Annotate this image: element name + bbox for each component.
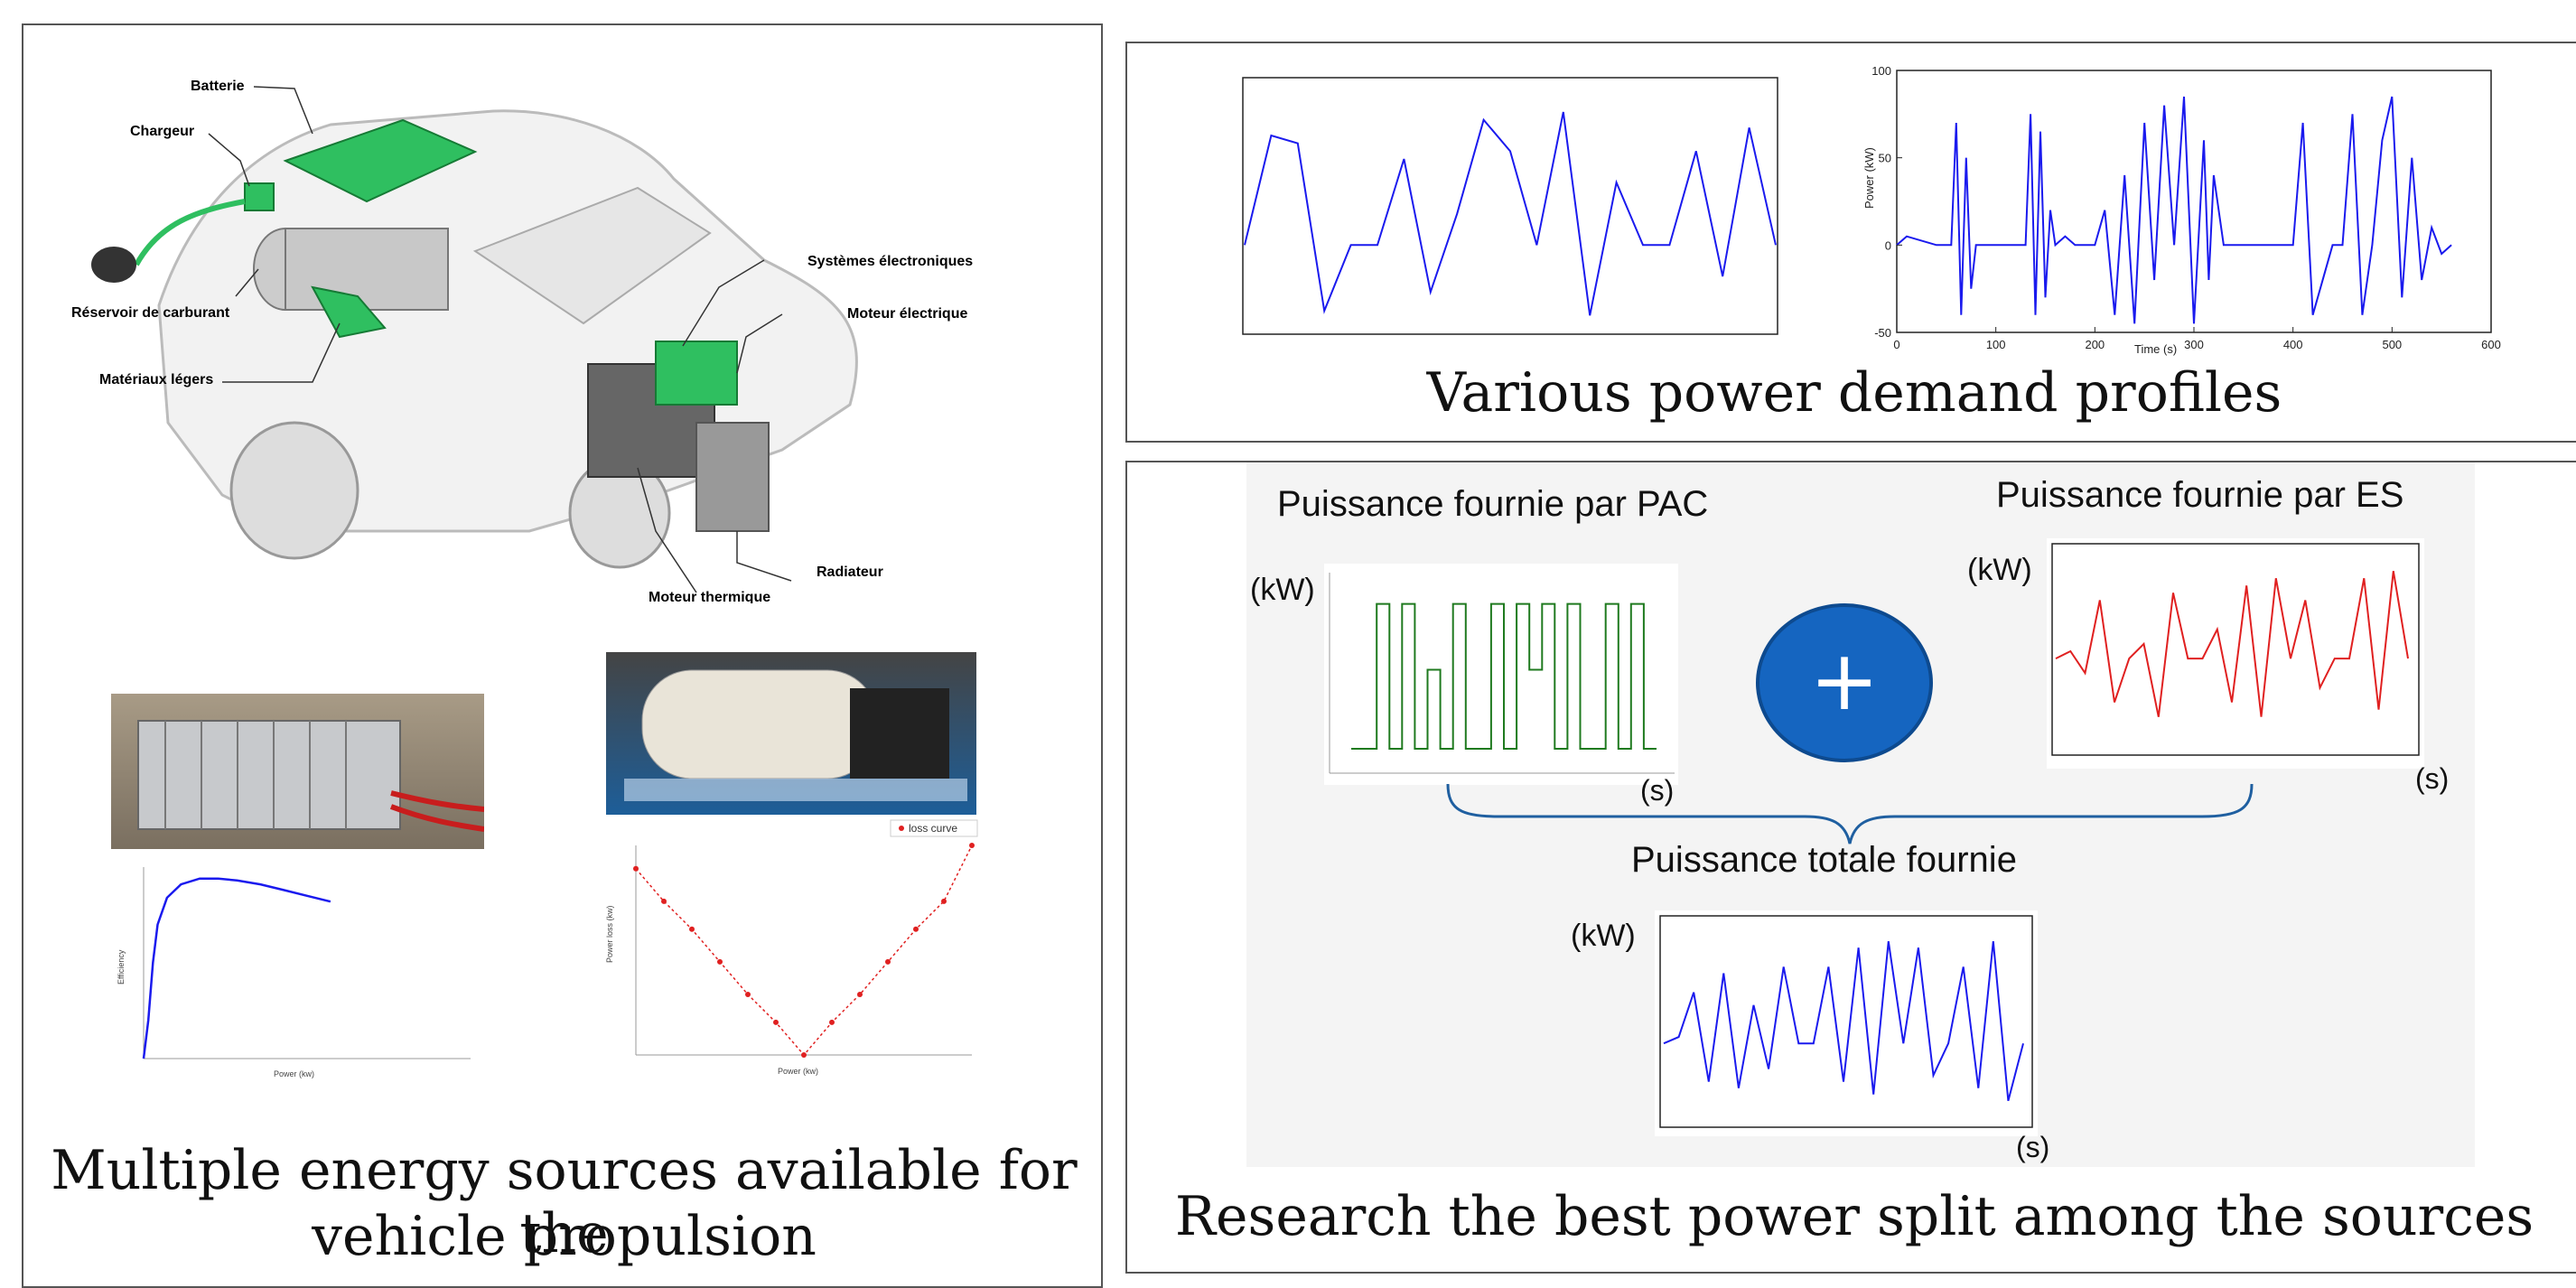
demand2-xtick-label: 300 — [2184, 338, 2204, 351]
es-s-label: (s) — [2415, 762, 2450, 795]
demand1-series-line — [1244, 111, 1777, 316]
pac-series-line — [1351, 602, 1657, 750]
power-demand-chart-1 — [1242, 77, 1778, 335]
loss-point — [969, 843, 975, 848]
total-frame — [1659, 915, 2033, 1128]
loss-point — [745, 992, 751, 997]
loss-point — [941, 898, 947, 904]
total-s-label: (s) — [2016, 1131, 2050, 1163]
loss-point — [773, 1019, 779, 1025]
pac-kw-label: (kW) — [1250, 573, 1315, 607]
demand2-xtick-label: 400 — [2283, 338, 2303, 351]
label-moteur-electrique: Moteur électrique — [847, 306, 967, 322]
pac-power-chart — [1324, 564, 1678, 785]
es-frame — [2051, 543, 2420, 756]
power-demand-caption: Various power demand profiles — [1426, 361, 2282, 425]
demand2-ytick-label: 50 — [1879, 152, 1891, 165]
loss-point — [633, 865, 639, 872]
label-moteur-thermique: Moteur thermique — [649, 590, 770, 603]
car-cutaway-illustration: Batterie Chargeur Systèmes électroniques… — [71, 79, 973, 603]
efficiency-series-line — [142, 877, 331, 1059]
demand2-xtick-label: 600 — [2481, 338, 2501, 351]
fuel-cell-photo — [606, 652, 976, 815]
sum-brace — [1446, 783, 2254, 845]
loss-point — [913, 926, 919, 932]
loss-point — [661, 898, 667, 904]
demand2-series-line — [1896, 96, 2452, 324]
plus-icon: + — [1756, 603, 1933, 762]
loss-point — [801, 1052, 807, 1058]
demand2-xtick-label: 500 — [2382, 338, 2402, 351]
demand2-ytick-label: 0 — [1885, 238, 1891, 252]
loss-point — [689, 926, 695, 932]
energy-sources-panel: Batterie Chargeur Systèmes électroniques… — [22, 23, 1103, 1288]
total-kw-label: (kW) — [1571, 919, 1636, 953]
demand2-xtick-label: 200 — [2085, 338, 2105, 351]
loss-ylabel: Power loss (kw) — [605, 905, 614, 963]
loss-xlabel: Power (kw) — [778, 1067, 818, 1076]
demand2-xtick-label: 0 — [1893, 338, 1899, 351]
loss-point — [717, 958, 723, 965]
label-radiateur: Radiateur — [817, 565, 883, 580]
demand2-ytick-label: -50 — [1874, 326, 1891, 340]
total-series-line — [1663, 940, 2024, 1102]
efficiency-ylabel: Efficiency — [117, 949, 126, 985]
loss-point — [829, 1019, 835, 1025]
demand2-xtick-label: 100 — [1986, 338, 2006, 351]
left-caption-line2: vehicle propulsion — [312, 1205, 817, 1268]
label-systemes-electroniques: Systèmes électroniques — [807, 254, 973, 269]
left-caption-line1: Multiple energy sources available for th… — [51, 1139, 1078, 1265]
demand2-xlabel: Time (s) — [2134, 342, 2177, 356]
label-batterie: Batterie — [191, 79, 245, 94]
efficiency-xlabel: Power (kw) — [274, 1069, 314, 1078]
loss-legend-label: loss curve — [909, 822, 957, 835]
demand2-ylabel: Power (kW) — [1862, 147, 1876, 209]
power-split-panel: Puissance fournie par PAC Puissance four… — [1125, 461, 2576, 1274]
loss-point — [885, 958, 891, 965]
es-power-chart — [2047, 538, 2424, 769]
pac-title: Puissance fournie par PAC — [1277, 484, 1709, 524]
pac-s-label: (s) — [1640, 774, 1675, 807]
power-split-caption: Research the best power split among the … — [1174, 1185, 2534, 1248]
power-demand-panel: Power (kW) Time (s) 100 50 0 -50 0 100 200 300 4… — [1125, 42, 2576, 443]
label-chargeur: Chargeur — [130, 124, 194, 139]
demand1-frame — [1242, 77, 1778, 335]
label-reservoir-carburant: Réservoir de carburant — [71, 305, 230, 321]
total-power-chart — [1655, 910, 2038, 1136]
label-materiaux-legers: Matériaux légers — [99, 372, 213, 387]
es-kw-label: (kW) — [1967, 553, 2032, 587]
battery-photo — [111, 694, 484, 849]
loss-point — [857, 992, 863, 997]
es-title: Puissance fournie par ES — [1996, 475, 2404, 515]
es-series-line — [2055, 571, 2409, 717]
loss-curve-chart: loss curve Power loss (kw) Power (kw) — [602, 818, 981, 1076]
total-title: Puissance totale fournie — [1631, 840, 2017, 880]
demand2-ytick-label: 100 — [1871, 64, 1891, 78]
loss-series-line — [635, 845, 973, 1057]
efficiency-curve-chart: Efficiency Power (kw) — [111, 849, 481, 1079]
